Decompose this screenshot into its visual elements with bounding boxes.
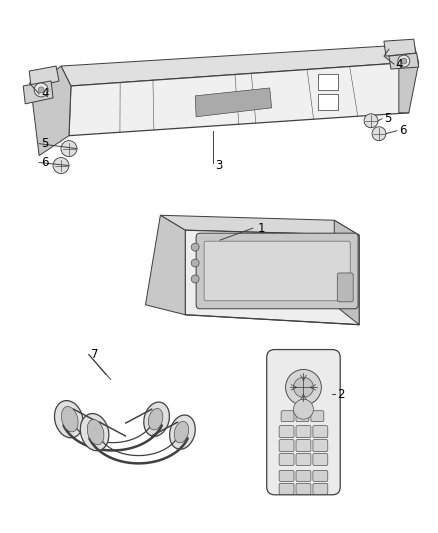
Polygon shape bbox=[29, 66, 59, 88]
Circle shape bbox=[372, 127, 386, 141]
FancyBboxPatch shape bbox=[313, 426, 328, 438]
Text: 7: 7 bbox=[91, 348, 98, 361]
Text: 6: 6 bbox=[399, 124, 406, 137]
Ellipse shape bbox=[170, 415, 195, 449]
Polygon shape bbox=[31, 66, 71, 156]
Ellipse shape bbox=[144, 402, 170, 437]
FancyBboxPatch shape bbox=[313, 440, 328, 451]
FancyBboxPatch shape bbox=[296, 411, 309, 422]
Circle shape bbox=[191, 259, 199, 267]
FancyBboxPatch shape bbox=[318, 94, 338, 110]
Polygon shape bbox=[195, 88, 272, 117]
Polygon shape bbox=[160, 215, 359, 235]
FancyBboxPatch shape bbox=[279, 440, 294, 451]
Ellipse shape bbox=[54, 401, 83, 438]
FancyBboxPatch shape bbox=[279, 483, 294, 494]
Circle shape bbox=[398, 55, 410, 67]
Circle shape bbox=[191, 275, 199, 283]
Circle shape bbox=[61, 141, 77, 157]
FancyBboxPatch shape bbox=[296, 454, 311, 465]
FancyBboxPatch shape bbox=[204, 241, 350, 301]
Circle shape bbox=[191, 243, 199, 251]
Text: 4: 4 bbox=[41, 87, 49, 100]
Ellipse shape bbox=[80, 414, 109, 451]
FancyBboxPatch shape bbox=[196, 233, 358, 309]
Text: 2: 2 bbox=[337, 388, 345, 401]
FancyBboxPatch shape bbox=[296, 471, 311, 481]
Text: 5: 5 bbox=[384, 112, 391, 125]
FancyBboxPatch shape bbox=[318, 74, 338, 90]
Ellipse shape bbox=[148, 408, 163, 430]
FancyBboxPatch shape bbox=[279, 471, 294, 481]
Circle shape bbox=[293, 399, 314, 419]
Text: 4: 4 bbox=[396, 58, 403, 70]
Ellipse shape bbox=[87, 419, 104, 445]
Circle shape bbox=[38, 87, 44, 93]
FancyBboxPatch shape bbox=[313, 483, 328, 494]
Polygon shape bbox=[69, 63, 409, 136]
FancyBboxPatch shape bbox=[311, 411, 324, 422]
Polygon shape bbox=[334, 220, 359, 325]
Ellipse shape bbox=[174, 422, 189, 443]
Text: 3: 3 bbox=[215, 159, 223, 172]
Circle shape bbox=[286, 369, 321, 405]
FancyBboxPatch shape bbox=[296, 483, 311, 494]
Circle shape bbox=[53, 158, 69, 173]
Polygon shape bbox=[145, 215, 185, 315]
Circle shape bbox=[293, 377, 314, 397]
FancyBboxPatch shape bbox=[281, 411, 294, 422]
Polygon shape bbox=[384, 43, 419, 113]
FancyBboxPatch shape bbox=[279, 454, 294, 465]
Polygon shape bbox=[185, 230, 359, 325]
Ellipse shape bbox=[61, 407, 78, 432]
FancyBboxPatch shape bbox=[313, 454, 328, 465]
FancyBboxPatch shape bbox=[313, 471, 328, 481]
Text: 5: 5 bbox=[41, 137, 49, 150]
Text: 6: 6 bbox=[41, 156, 49, 169]
Polygon shape bbox=[384, 39, 416, 56]
Text: 1: 1 bbox=[258, 222, 265, 235]
FancyBboxPatch shape bbox=[296, 440, 311, 451]
Polygon shape bbox=[23, 81, 53, 104]
FancyBboxPatch shape bbox=[296, 426, 311, 438]
FancyBboxPatch shape bbox=[267, 350, 340, 495]
Polygon shape bbox=[389, 53, 419, 69]
Circle shape bbox=[364, 114, 378, 128]
FancyBboxPatch shape bbox=[337, 273, 353, 302]
Polygon shape bbox=[61, 46, 399, 86]
Circle shape bbox=[401, 58, 407, 64]
FancyBboxPatch shape bbox=[279, 426, 294, 438]
Circle shape bbox=[34, 83, 48, 97]
